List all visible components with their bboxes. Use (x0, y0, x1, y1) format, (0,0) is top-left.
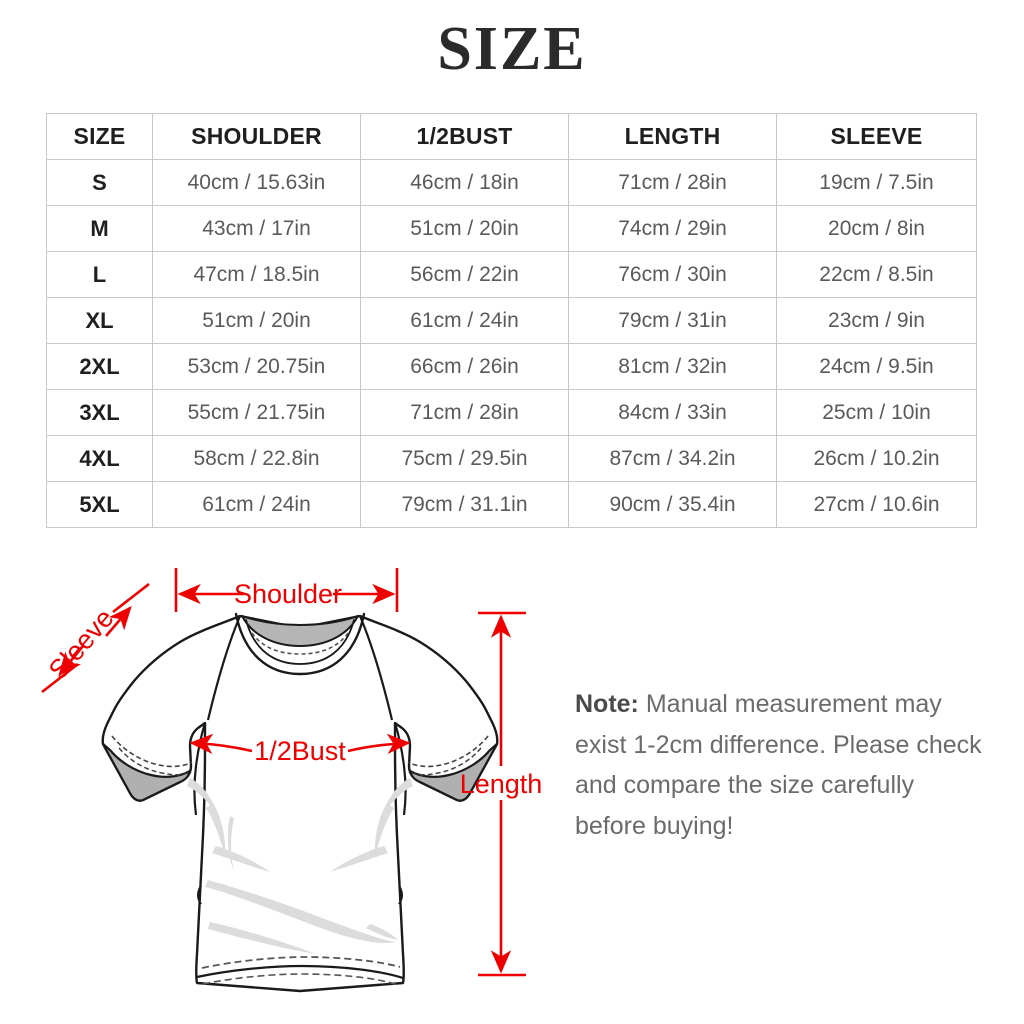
length-label: Length (460, 769, 543, 799)
cell-length: 90cm / 35.4in (568, 481, 777, 528)
hem-stitching-lower (202, 973, 399, 986)
cell-bust: 56cm / 22in (360, 251, 569, 298)
cell-length: 81cm / 32in (568, 343, 777, 390)
column-header-sleeve: SLEEVE (776, 113, 977, 160)
tshirt-illustration (101, 612, 499, 993)
cell-shoulder: 40cm / 15.63in (152, 159, 361, 206)
cell-sleeve: 26cm / 10.2in (776, 435, 977, 482)
bust-arrow-right (347, 733, 411, 755)
table-row: S 40cm / 15.63in 46cm / 18in 71cm / 28in… (46, 159, 977, 206)
cell-length: 76cm / 30in (568, 251, 777, 298)
bust-label: 1/2Bust (254, 736, 346, 766)
cell-shoulder: 55cm / 21.75in (152, 389, 361, 436)
table-header-row: SIZE SHOULDER 1/2BUST LENGTH SLEEVE (46, 113, 977, 160)
cell-bust: 66cm / 26in (360, 343, 569, 390)
sleeve-arrow-lower (58, 645, 85, 677)
cell-size: S (46, 159, 153, 206)
cell-sleeve: 27cm / 10.6in (776, 481, 977, 528)
cell-shoulder: 51cm / 20in (152, 297, 361, 344)
cell-size: 5XL (46, 481, 153, 528)
table-row: L 47cm / 18.5in 56cm / 22in 76cm / 30in … (46, 251, 977, 298)
cell-size: XL (46, 297, 153, 344)
right-sleeve-cuff (408, 742, 499, 802)
cell-length: 74cm / 29in (568, 205, 777, 252)
tshirt-measurement-diagram: Shoulder Sleeve 1/2Bust Length (30, 550, 570, 1020)
note-label: Note: (575, 690, 639, 718)
cell-shoulder: 43cm / 17in (152, 205, 361, 252)
cell-shoulder: 53cm / 20.75in (152, 343, 361, 390)
note-block: Note: Manual measurement may exist 1-2cm… (575, 684, 985, 846)
size-table: SIZE SHOULDER 1/2BUST LENGTH SLEEVE S 40… (46, 113, 977, 528)
tshirt-body-outline (101, 614, 499, 993)
cell-size: L (46, 251, 153, 298)
right-sleeve-cuff-stitch (407, 735, 489, 768)
cell-bust: 61cm / 24in (360, 297, 569, 344)
cell-size: 4XL (46, 435, 153, 482)
right-shoulder-seam (358, 615, 394, 721)
hem-stitching-upper (201, 956, 401, 969)
cell-sleeve: 19cm / 7.5in (776, 159, 977, 206)
tshirt-collar-band-inner (245, 619, 355, 665)
cell-shoulder: 61cm / 24in (152, 481, 361, 528)
cell-length: 71cm / 28in (568, 159, 777, 206)
cell-sleeve: 20cm / 8in (776, 205, 977, 252)
table-row: 4XL 58cm / 22.8in 75cm / 29.5in 87cm / 3… (46, 435, 977, 482)
sleeve-arrow-upper (105, 606, 132, 637)
left-side-notch (197, 885, 202, 905)
hem-bottom-edge (196, 964, 404, 980)
tshirt-collar-band (234, 612, 366, 676)
column-header-bust: 1/2BUST (360, 113, 569, 160)
left-sleeve-cuff (101, 742, 192, 802)
cell-bust: 51cm / 20in (360, 205, 569, 252)
fabric-fold-shadows (187, 778, 413, 954)
note-text: Manual measurement may exist 1-2cm diffe… (575, 690, 982, 840)
sleeve-tick-upper (112, 582, 150, 614)
column-header-length: LENGTH (568, 113, 777, 160)
column-header-size: SIZE (46, 113, 153, 160)
right-side-notch (398, 885, 403, 905)
shoulder-label: Shoulder (234, 579, 342, 609)
cell-bust: 75cm / 29.5in (360, 435, 569, 482)
cell-bust: 46cm / 18in (360, 159, 569, 206)
tshirt-collar-inner (241, 615, 359, 647)
cell-length: 79cm / 31in (568, 297, 777, 344)
cell-sleeve: 25cm / 10in (776, 389, 977, 436)
right-sleeve-cuff-stitch-2 (408, 747, 482, 776)
cell-length: 84cm / 33in (568, 389, 777, 436)
cell-size: 3XL (46, 389, 153, 436)
left-sleeve-cuff-stitch-2 (118, 747, 192, 776)
cell-bust: 79cm / 31.1in (360, 481, 569, 528)
column-header-shoulder: SHOULDER (152, 113, 361, 160)
cell-sleeve: 24cm / 9.5in (776, 343, 977, 390)
cell-sleeve: 23cm / 9in (776, 297, 977, 344)
cell-size: 2XL (46, 343, 153, 390)
cell-size: M (46, 205, 153, 252)
cell-shoulder: 47cm / 18.5in (152, 251, 361, 298)
collar-stitching (251, 632, 349, 655)
table-row: M 43cm / 17in 51cm / 20in 74cm / 29in 20… (46, 205, 977, 252)
sleeve-label: Sleeve (43, 603, 120, 685)
bust-arrow-left (189, 733, 253, 755)
page-title: SIZE (437, 15, 587, 83)
cell-sleeve: 22cm / 8.5in (776, 251, 977, 298)
cell-shoulder: 58cm / 22.8in (152, 435, 361, 482)
table-row: 3XL 55cm / 21.75in 71cm / 28in 84cm / 33… (46, 389, 977, 436)
size-table-container: SIZE SHOULDER 1/2BUST LENGTH SLEEVE S 40… (46, 113, 977, 528)
cell-bust: 71cm / 28in (360, 389, 569, 436)
table-row: 2XL 53cm / 20.75in 66cm / 26in 81cm / 32… (46, 343, 977, 390)
table-row: 5XL 61cm / 24in 79cm / 31.1in 90cm / 35.… (46, 481, 977, 528)
left-shoulder-seam (206, 615, 242, 721)
table-row: XL 51cm / 20in 61cm / 24in 79cm / 31in 2… (46, 297, 977, 344)
left-sleeve-cuff-stitch (111, 735, 193, 768)
cell-length: 87cm / 34.2in (568, 435, 777, 482)
